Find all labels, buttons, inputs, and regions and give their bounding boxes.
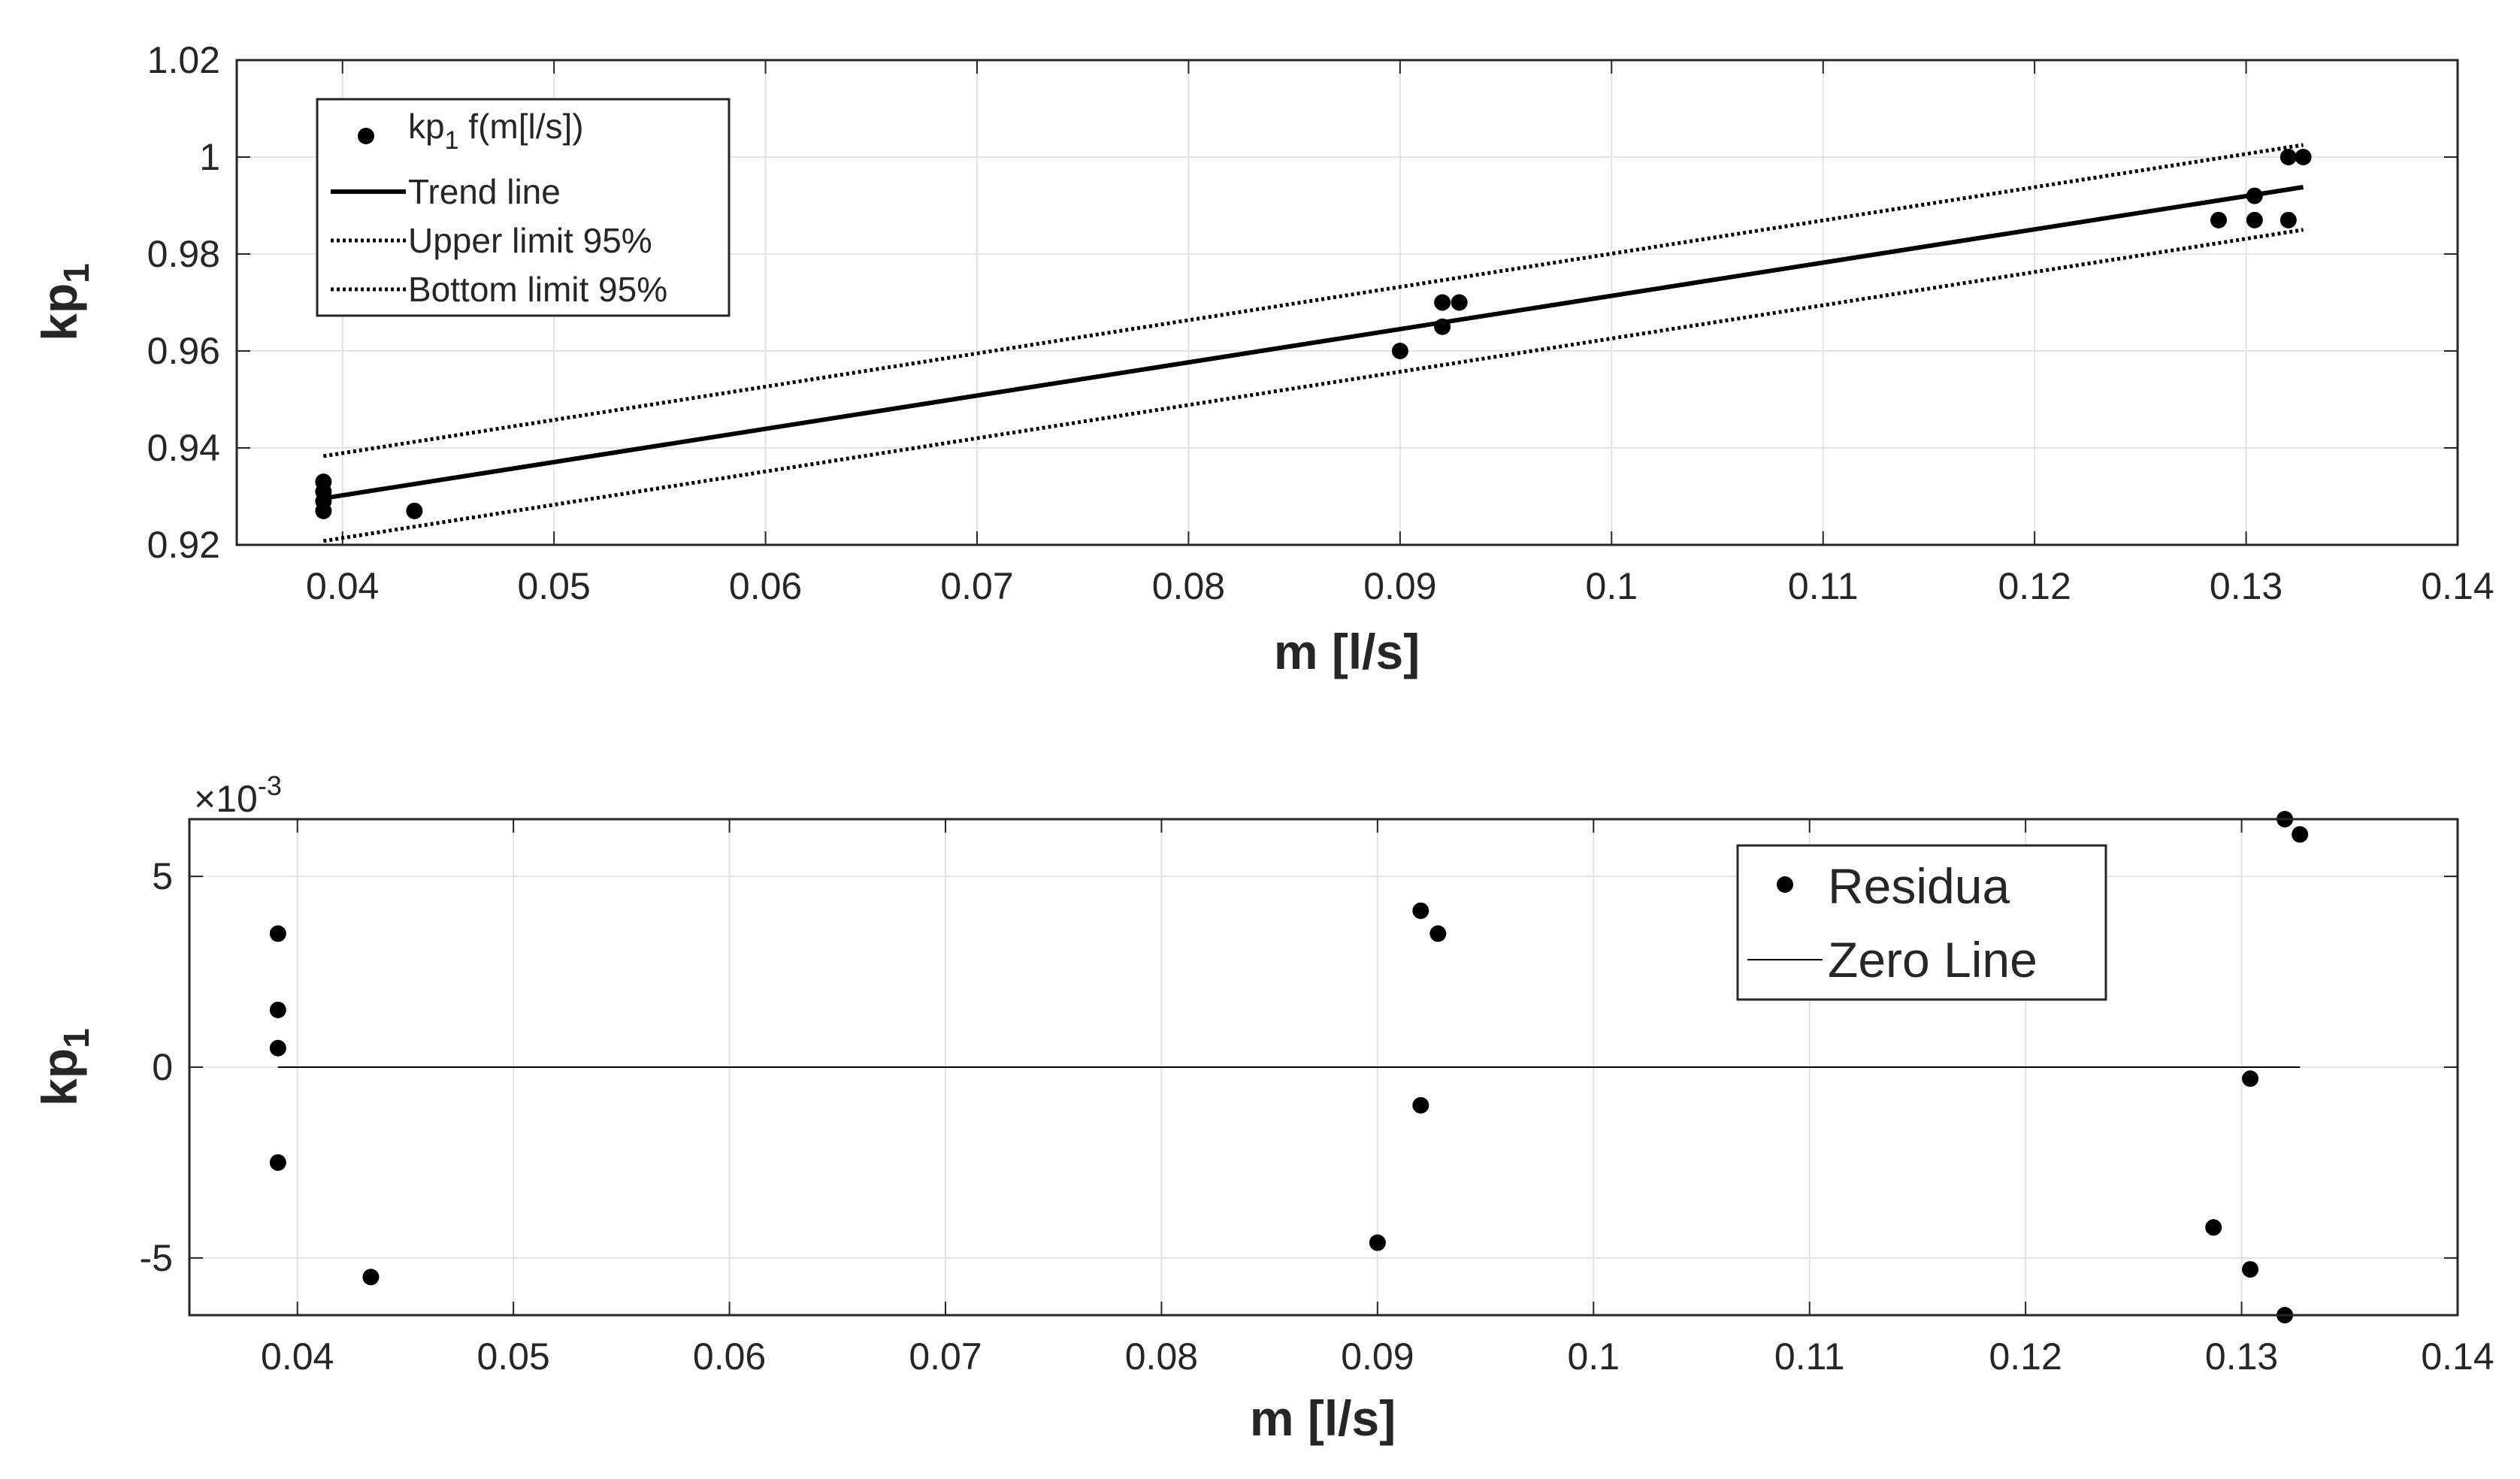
bottom-legend-marker-residua <box>1777 876 1793 893</box>
bottom-residua-point <box>1429 925 1447 942</box>
top-xtick-label: 0.1 <box>1586 565 1638 607</box>
bottom-legend-box <box>1736 844 2107 1001</box>
top-xtick-label: 0.13 <box>2210 565 2283 607</box>
top-ylabel-main: kp <box>32 283 87 341</box>
top-kp1-f-m-l-s-point <box>1451 294 1468 311</box>
bottom-ytick-label: 5 <box>152 855 173 897</box>
bottom-xtick-label: 0.07 <box>909 1335 982 1378</box>
top-legend-label-points: kp1 f(m[l/s]) <box>408 107 584 155</box>
top-kp1-f-m-l-s-point <box>315 473 332 491</box>
bottom-residua-point <box>2292 826 2309 843</box>
top-legend-points-sub: 1 <box>445 126 459 155</box>
bottom-xtick-label: 0.09 <box>1341 1335 1414 1378</box>
bottom-xtick-label: 0.04 <box>261 1335 334 1378</box>
bottom-residua-point <box>2205 1219 2222 1236</box>
bottom-ytick-label: 0 <box>152 1046 173 1088</box>
bottom-marks <box>269 811 2309 1323</box>
top-ytick-label: 0.94 <box>147 427 220 469</box>
bottom-xlabel: m [l/s] <box>1250 1390 1396 1446</box>
top-panel: 0.04 0.05 0.06 0.07 0.08 0.09 0.1 0.11 0.12 0.13 0… <box>32 39 2494 679</box>
top-xtick-label: 0.08 <box>1152 565 1225 607</box>
bottom-panel: 0.04 0.05 0.06 0.07 0.08 0.09 0.1 0.11 0.12 0.13 0… <box>32 770 2494 1446</box>
top-legend-label-bottom: Bottom limit 95% <box>408 270 667 309</box>
top-legend: kp1 f(m[l/s]) Trend line Upper limit 95%… <box>316 98 731 317</box>
top-ylabel-sub: 1 <box>57 263 97 283</box>
bottom-residua-point <box>269 925 286 942</box>
bottom-residua-point <box>269 1001 286 1018</box>
top-ylabel: kp1 <box>32 263 97 341</box>
top-xtick-label: 0.07 <box>940 565 1013 607</box>
bottom-xtick-label: 0.06 <box>693 1335 766 1378</box>
top-xtick-label: 0.11 <box>1788 565 1859 607</box>
top-xlabel: m [l/s] <box>1274 624 1420 679</box>
top-ytick-label: 1.02 <box>147 39 220 81</box>
bottom-tick-labels: 0.04 0.05 0.06 0.07 0.08 0.09 0.1 0.11 0.12 0.13 0… <box>140 855 2494 1378</box>
bottom-ytick-label: -5 <box>140 1237 173 1279</box>
bottom-residua-point <box>2242 1261 2259 1278</box>
top-xtick-label: 0.09 <box>1363 565 1436 607</box>
top-kp1-f-m-l-s-point <box>2246 211 2263 228</box>
bottom-residua-point <box>1412 1096 1429 1114</box>
bottom-exponent-prefix: ×10 <box>194 778 258 820</box>
bottom-xtick-label: 0.11 <box>1774 1335 1845 1378</box>
top-trend-line-line <box>322 185 2304 501</box>
top-xtick-label: 0.12 <box>1998 565 2071 607</box>
top-legend-points-main: kp <box>408 107 445 146</box>
bottom-legend-label-zero: Zero Line <box>1828 932 2037 988</box>
bottom-xtick-label: 0.14 <box>2421 1335 2494 1378</box>
top-xtick-label: 0.14 <box>2421 565 2494 607</box>
top-marks <box>315 143 2312 543</box>
bottom-exponent-label: ×10-3 <box>194 770 282 820</box>
top-xtick-label: 0.06 <box>729 565 802 607</box>
top-kp1-f-m-l-s-point <box>2279 211 2297 228</box>
bottom-residua-point <box>269 1039 286 1057</box>
bottom-residua-point <box>269 1154 286 1171</box>
bottom-xtick-label: 0.12 <box>1989 1335 2062 1378</box>
top-kp1-f-m-l-s-point <box>2279 149 2297 165</box>
bottom-legend-label-residua: Residua <box>1828 858 2010 914</box>
top-kp1-f-m-l-s-point <box>2210 211 2227 228</box>
bottom-xtick-label: 0.05 <box>476 1335 549 1378</box>
top-ytick-label: 1 <box>199 136 220 178</box>
top-legend-points-rest: f(m[l/s]) <box>459 107 584 146</box>
top-kp1-f-m-l-s-point <box>2295 149 2312 165</box>
bottom-ylabel: kp1 <box>32 1028 97 1106</box>
top-axes-box <box>235 59 2459 546</box>
top-legend-marker-points <box>358 128 374 144</box>
bottom-ylabel-sub: 1 <box>57 1028 97 1048</box>
top-xtick-label: 0.04 <box>306 565 379 607</box>
top-legend-label-trend: Trend line <box>408 172 561 211</box>
top-legend-box <box>316 98 731 317</box>
bottom-exponent-power: -3 <box>258 770 282 801</box>
top-xtick-label: 0.05 <box>517 565 590 607</box>
top-kp1-f-m-l-s-point <box>406 502 423 519</box>
top-ytick-label: 0.98 <box>147 233 220 275</box>
bottom-axes-box <box>188 818 2459 1317</box>
bottom-residua-point <box>1369 1234 1386 1251</box>
bottom-residua-point <box>1412 902 1429 919</box>
top-ytick-label: 0.96 <box>147 330 220 372</box>
bottom-xtick-label: 0.08 <box>1125 1335 1198 1378</box>
bottom-ylabel-main: kp <box>32 1048 87 1106</box>
top-tick-labels: 0.04 0.05 0.06 0.07 0.08 0.09 0.1 0.11 0.12 0.13 0… <box>147 39 2494 607</box>
bottom-xtick-label: 0.13 <box>2205 1335 2278 1378</box>
bottom-residua-point <box>2242 1070 2259 1087</box>
bottom-xtick-label: 0.1 <box>1568 1335 1620 1378</box>
top-legend-label-upper: Upper limit 95% <box>408 221 652 260</box>
top-kp1-f-m-l-s-point <box>1391 343 1408 359</box>
bottom-legend: Residua Zero Line <box>1736 844 2107 1001</box>
top-ytick-label: 0.92 <box>147 524 220 566</box>
top-kp1-f-m-l-s-point <box>1434 294 1451 311</box>
bottom-residua-point <box>362 1269 380 1286</box>
